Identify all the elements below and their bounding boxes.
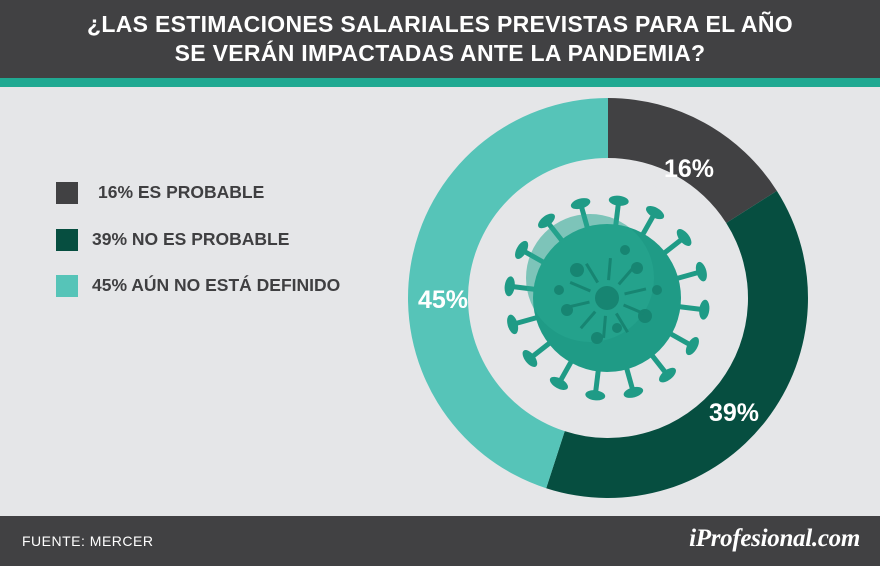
- slice-no-es-probable: [546, 190, 808, 498]
- legend-label-no-probable: 39% NO ES PROBABLE: [92, 229, 290, 249]
- brand-logo: iProfesional.com: [689, 525, 860, 552]
- data-label-39: 39%: [709, 399, 759, 427]
- data-label-16: 16%: [664, 155, 714, 183]
- legend-item-no-definido: 45% AÚN NO ESTÁ DEFINIDO: [56, 273, 396, 297]
- footer-bar: FUENTE: MERCER iProfesional.com: [0, 516, 880, 566]
- legend-swatch-no-probable: [56, 229, 78, 251]
- title-line-1: ¿LAS ESTIMACIONES SALARIALES PREVISTAS P…: [87, 11, 793, 37]
- legend-label-probable: 16% ES PROBABLE: [98, 182, 265, 202]
- virus-icon: [504, 195, 710, 401]
- legend-swatch-no-definido: [56, 275, 78, 297]
- data-label-45: 45%: [418, 286, 468, 314]
- legend-item-probable: 16% ES PROBABLE: [56, 180, 396, 204]
- legend-item-no-probable: 39% NO ES PROBABLE: [56, 227, 396, 251]
- slice-es-probable: [608, 98, 777, 223]
- header-bar: ¿LAS ESTIMACIONES SALARIALES PREVISTAS P…: [0, 0, 880, 78]
- source-text: FUENTE: MERCER: [22, 533, 154, 549]
- slice-aun-no-definido: [408, 98, 608, 489]
- legend-swatch-probable: [56, 182, 78, 204]
- legend-label-no-definido: 45% AÚN NO ESTÁ DEFINIDO: [92, 275, 341, 295]
- accent-stripe: [0, 78, 880, 87]
- title-line-2: SE VERÁN IMPACTADAS ANTE LA PANDEMIA?: [174, 40, 706, 66]
